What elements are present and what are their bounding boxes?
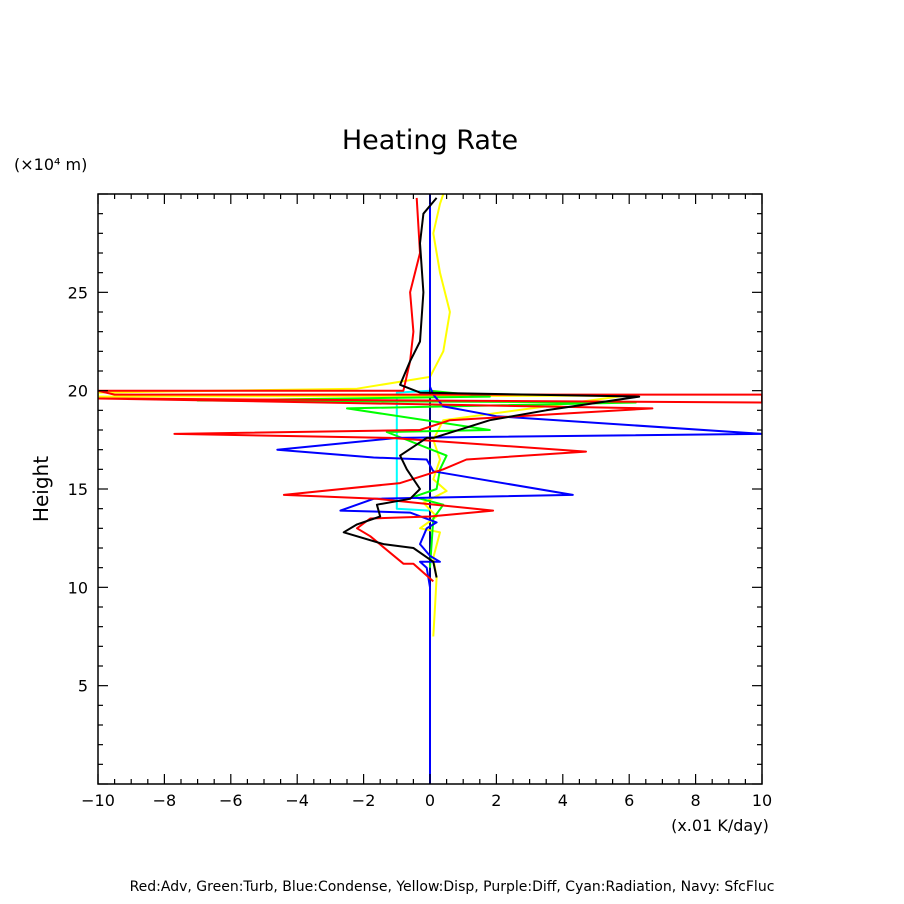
y-tick-label: 15	[68, 480, 88, 499]
x-tick-label: 2	[491, 791, 501, 810]
x-tick-label: 10	[752, 791, 772, 810]
x-tick-label: 6	[624, 791, 634, 810]
series-line-4	[276, 194, 762, 784]
series-line-6	[342, 197, 641, 578]
x-tick-label: −8	[153, 791, 177, 810]
series-layer	[98, 194, 762, 784]
x-tick-label: −2	[352, 791, 376, 810]
tick-labels-layer: −10 −8 −6 −4 −2 0 2 4 6 8 10 5 10 15 20 25	[68, 283, 773, 810]
x-tick-label: −4	[285, 791, 309, 810]
plot-frame	[97, 193, 763, 785]
y-tick-label: 5	[78, 677, 88, 696]
x-tick-label: 8	[691, 791, 701, 810]
y-axis-unit: (×10⁴ m)	[14, 155, 87, 174]
x-tick-label: −10	[81, 791, 115, 810]
x-axis-unit: (x.01 K/day)	[671, 816, 769, 835]
chart-title: Heating Rate	[342, 125, 518, 156]
y-tick-label: 20	[68, 382, 88, 401]
y-tick-label: 10	[68, 578, 88, 597]
x-tick-label: −6	[219, 791, 243, 810]
y-tick-label: 25	[68, 283, 88, 302]
x-tick-label: 0	[425, 791, 435, 810]
x-tick-label: 4	[558, 791, 568, 810]
series-line-3	[196, 389, 637, 568]
y-axis-label: Height	[29, 456, 53, 522]
legend-text: Red:Adv, Green:Turb, Blue:Condense, Yell…	[130, 879, 775, 895]
